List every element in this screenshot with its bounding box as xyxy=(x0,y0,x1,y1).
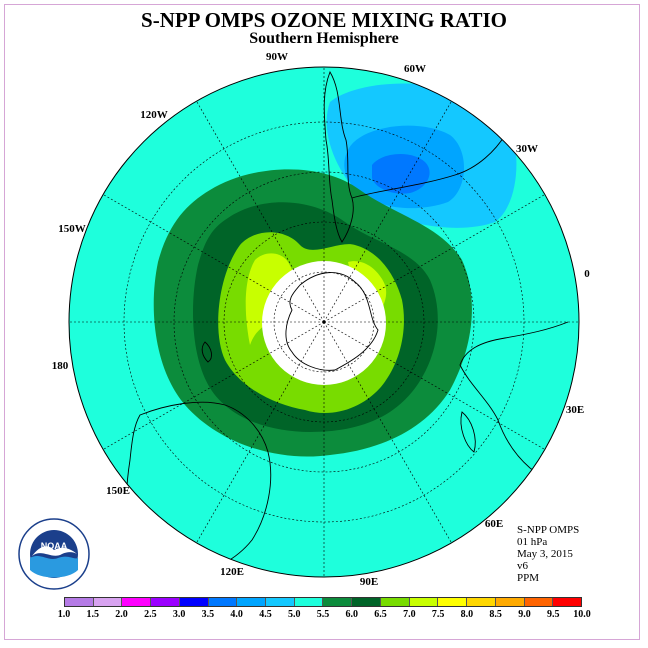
colorbar-swatch xyxy=(266,598,295,606)
antarctica-coast xyxy=(285,272,379,371)
colorbar-swatch xyxy=(409,598,439,606)
meridian-line xyxy=(323,101,452,323)
longitude-label: 60E xyxy=(485,518,503,530)
colorbar-swatch xyxy=(237,598,267,606)
colorbar-tick-label: 2.5 xyxy=(144,609,157,620)
colorbar-swatch xyxy=(524,598,554,606)
colorbar-swatch xyxy=(93,598,123,606)
longitude-label: 30E xyxy=(566,404,584,416)
contour-7.0 xyxy=(245,253,387,345)
info-level: 01 hPa xyxy=(517,536,548,548)
colorbar-tick-label: 2.0 xyxy=(115,609,128,620)
figure-frame xyxy=(4,4,640,640)
colorbar-swatch xyxy=(323,598,353,606)
colorbar-swatch xyxy=(65,598,94,606)
longitude-labels: 90W 60W 120W 30W 150W 0 180 30E 150E 60E 120E 90E xyxy=(52,51,591,588)
meridian-line xyxy=(323,321,452,543)
colorbar-tick-label: 3.0 xyxy=(172,609,186,620)
colorbar-tick-label: 7.5 xyxy=(431,609,445,620)
map-boundary xyxy=(68,66,580,578)
colorbar-tick-label: 6.0 xyxy=(345,609,359,620)
colorbar-swatch xyxy=(467,598,496,606)
colorbar-swatch xyxy=(495,598,525,606)
colorbar-swatch xyxy=(294,598,324,606)
colorbar-tick-label: 10.0 xyxy=(573,609,591,620)
map-title: S-NPP OMPS OZONE MIXING RATIO xyxy=(141,8,507,32)
colorbar-swatch xyxy=(122,598,152,606)
colorbar-tick-label: 1.0 xyxy=(57,609,71,620)
longitude-label: 150E xyxy=(106,485,130,497)
colorbar-swatch xyxy=(438,598,468,606)
colorbar-tick-label: 3.5 xyxy=(201,609,215,620)
colorbar-tick-label: 9.0 xyxy=(518,609,531,620)
longitude-label: 180 xyxy=(52,360,69,372)
colorbar-tick-label: 4.5 xyxy=(259,609,272,620)
meridian-line xyxy=(323,321,545,450)
noaa-logo-text: NOAA xyxy=(41,541,68,551)
meridian-line xyxy=(103,194,325,323)
longitude-label: 120W xyxy=(140,109,168,121)
colorbar-tick-labels: 1.0 1.5 2.0 2.5 3.0 3.5 4.0 4.5 5.0 5.5 6.0 6.5 7.0 7… xyxy=(40,609,610,623)
meridians xyxy=(69,67,579,577)
colorbar-tick-label: 4.0 xyxy=(230,609,243,620)
colorbar-swatch xyxy=(553,598,581,606)
colorbar-tick-label: 7.0 xyxy=(403,609,416,620)
map-subtitle: Southern Hemisphere xyxy=(249,30,399,47)
longitude-label: 60W xyxy=(404,63,426,75)
colorbar-swatch xyxy=(352,598,381,606)
colorbar-swatch xyxy=(151,598,180,606)
colorbar-tick-label: 1.5 xyxy=(86,609,100,620)
colorbar-tick-label: 5.5 xyxy=(316,609,330,620)
info-block: S-NPP OMPS 01 hPa May 3, 2015 v6 PPM xyxy=(517,524,627,584)
contour-3.5 xyxy=(372,154,430,194)
info-instrument: S-NPP OMPS xyxy=(517,524,580,536)
colorbar xyxy=(64,597,582,607)
colorbar-tick-label: 8.5 xyxy=(489,609,502,620)
meridian-line xyxy=(196,101,325,323)
colorbar-tick-label: 6.5 xyxy=(374,609,387,620)
meridian-line xyxy=(196,321,325,543)
noaa-logo: NOAA xyxy=(18,518,90,590)
colorbar-tick-label: 8.0 xyxy=(460,609,474,620)
longitude-label: 0 xyxy=(584,268,590,280)
madagascar-coast xyxy=(460,411,476,453)
graticule xyxy=(69,67,579,577)
colorbar-tick-label: 9.5 xyxy=(546,609,560,620)
colorbar-tick-label: 5.0 xyxy=(287,609,301,620)
meridian-line xyxy=(323,194,545,323)
longitude-label: 150W xyxy=(58,223,86,235)
meridian-line xyxy=(103,321,325,450)
info-version: v6 xyxy=(517,560,528,572)
colorbar-swatch xyxy=(380,598,410,606)
new-zealand-coast xyxy=(201,341,212,363)
info-date: May 3, 2015 xyxy=(517,548,573,560)
longitude-label: 30W xyxy=(516,143,538,155)
longitude-label: 120E xyxy=(220,566,244,578)
colorbar-swatch xyxy=(179,598,209,606)
colorbar-swatch xyxy=(208,598,238,606)
info-units: PPM xyxy=(517,572,540,584)
south-pole-marker xyxy=(322,320,326,324)
longitude-label: 90W xyxy=(266,51,288,63)
longitude-label: 90E xyxy=(360,576,378,588)
